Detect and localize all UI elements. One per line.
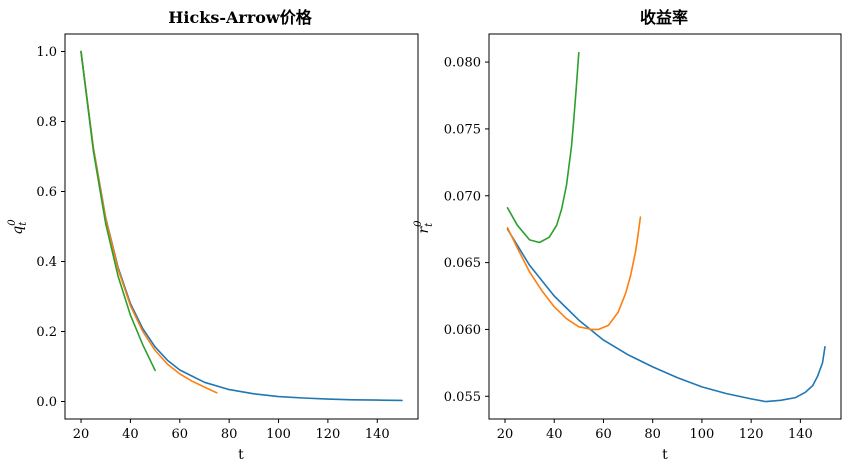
y-tick-label: 0.4 bbox=[36, 255, 57, 270]
y-tick-label: 0.075 bbox=[444, 122, 481, 137]
y-tick-label: 1.0 bbox=[36, 45, 57, 60]
x-tick-label: 120 bbox=[739, 427, 764, 442]
y-tick-label: 0.8 bbox=[36, 115, 57, 130]
x-axis-label: t bbox=[238, 447, 244, 463]
x-tick-label: 140 bbox=[365, 427, 390, 442]
plot-frame bbox=[64, 33, 419, 420]
series-line bbox=[506, 51, 580, 244]
x-tick-label: 80 bbox=[644, 427, 661, 442]
plot-frame bbox=[488, 33, 842, 420]
x-tick-label: 120 bbox=[315, 427, 340, 442]
y-axis: 0.055 0.060 0.065 0.070 0.075 0.080 bbox=[444, 56, 489, 405]
y-axis: 0.0 0.2 0.4 0.6 0.8 1.0 bbox=[36, 45, 65, 410]
chart-title: 收益率 bbox=[640, 8, 688, 27]
x-tick-label: 20 bbox=[73, 427, 90, 442]
series-layer bbox=[80, 50, 403, 402]
x-tick-label: 40 bbox=[122, 427, 139, 442]
panel-hicks-arrow: Hicks-Arrow价格 20 40 60 80 100 120 140 0.00.20.… bbox=[7, 8, 419, 463]
y-tick-label: 0.0 bbox=[36, 395, 57, 410]
series-line bbox=[80, 50, 156, 372]
x-axis-label: t bbox=[662, 447, 668, 463]
x-tick-label: 100 bbox=[266, 427, 291, 442]
y-tick-label: 0.6 bbox=[36, 185, 57, 200]
series-line bbox=[506, 216, 642, 331]
chart-title: Hicks-Arrow价格 bbox=[168, 8, 312, 27]
x-tick-label: 60 bbox=[172, 427, 189, 442]
series-layer bbox=[506, 51, 826, 403]
series-line bbox=[506, 228, 826, 403]
x-axis: 20 40 60 80 100 120 140 bbox=[73, 419, 390, 442]
y-tick-label: 0.070 bbox=[444, 189, 481, 204]
svg-text:rt0: rt0 bbox=[413, 220, 435, 234]
y-axis-label: rt0 bbox=[413, 220, 435, 234]
y-tick-label: 0.060 bbox=[444, 323, 481, 338]
y-tick-label: 0.055 bbox=[444, 390, 481, 405]
x-tick-label: 100 bbox=[690, 427, 715, 442]
y-tick-label: 0.080 bbox=[444, 56, 481, 71]
x-axis: 20 40 60 80 100 120 140 bbox=[497, 419, 813, 442]
x-tick-label: 40 bbox=[546, 427, 563, 442]
y-axis-label: qt0 bbox=[7, 219, 29, 235]
x-tick-label: 140 bbox=[788, 427, 813, 442]
y-tick-label: 0.065 bbox=[444, 256, 481, 271]
y-tick-label: 0.2 bbox=[36, 325, 57, 340]
x-tick-label: 80 bbox=[221, 427, 238, 442]
panel-yield: 收益率 20 40 60 80 100 120 140 0.0550.0600.0650.0… bbox=[413, 8, 842, 463]
svg-text:qt0: qt0 bbox=[7, 219, 29, 235]
x-tick-label: 20 bbox=[497, 427, 514, 442]
x-tick-label: 60 bbox=[595, 427, 612, 442]
